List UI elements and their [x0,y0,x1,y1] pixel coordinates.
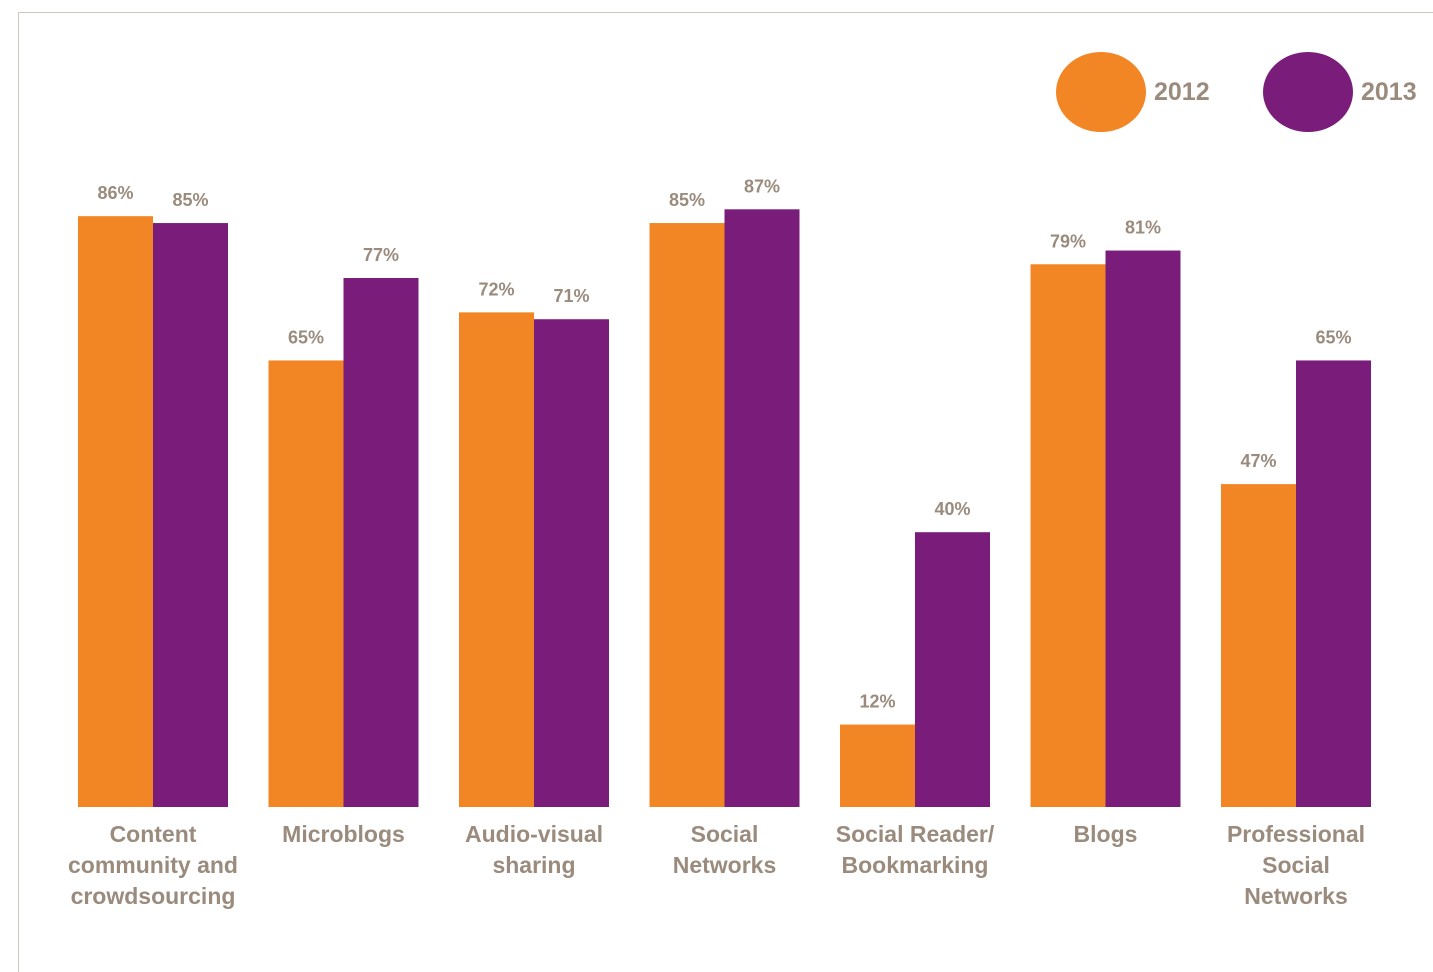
data-label-2012-3: 85% [669,190,705,210]
bar-2012-3 [649,223,725,808]
data-label-2013-6: 65% [1315,327,1351,347]
chart-frame [18,12,1433,972]
category-label-4-line-1: Bookmarking [842,852,989,878]
legend-item-2013: 2013 [1263,52,1417,132]
bar-2013-2 [534,319,609,807]
legend-swatch-2012 [1056,52,1146,132]
bar-chart: 86% 85% Content community and crowdsourcing 6… [68,176,1371,909]
category-label-4-line-0: Social Reader/ [836,821,995,847]
category-label-2-line-1: sharing [492,852,575,878]
bar-2012-0 [78,216,153,807]
data-label-2013-0: 85% [172,190,208,210]
data-label-2012-5: 79% [1050,231,1086,251]
bar-2012-4 [840,724,915,807]
bar-2013-5 [1105,250,1181,807]
bar-2012-6 [1221,484,1296,807]
data-label-2012-1: 65% [288,327,324,347]
legend-swatch-2013 [1263,52,1353,132]
data-label-2012-4: 12% [859,692,895,712]
data-label-2013-5: 81% [1125,218,1161,238]
category-label-6-line-1: Social [1262,852,1330,878]
category-label-6-line-2: Networks [1244,883,1348,909]
data-label-2013-4: 40% [934,499,970,519]
category-label-3-line-0: Social [691,821,759,847]
category-label-5-line-0: Blogs [1074,821,1138,847]
bar-2013-3 [724,209,800,807]
bar-2012-5 [1030,264,1106,807]
bar-2012-1 [268,360,344,807]
data-label-2013-3: 87% [744,176,780,196]
category-label-1-line-0: Microblogs [282,821,405,847]
data-label-2013-1: 77% [363,245,399,265]
category-label-0-line-2: crowdsourcing [71,883,236,909]
bar-2012-2 [459,312,534,807]
category-label-6-line-0: Professional [1227,821,1365,847]
data-label-2013-2: 71% [553,286,589,306]
bar-2013-6 [1296,360,1371,807]
category-label-3-line-1: Networks [673,852,777,878]
bar-2013-1 [343,278,419,807]
bar-2013-0 [153,223,228,808]
category-label-0-line-1: community and [68,852,238,878]
legend-label-2013: 2013 [1361,77,1417,106]
legend-item-2012: 2012 [1056,52,1210,132]
bar-2013-4 [915,532,990,807]
category-label-2-line-0: Audio-visual [465,821,603,847]
data-label-2012-2: 72% [478,279,514,299]
data-label-2012-0: 86% [97,183,133,203]
legend-label-2012: 2012 [1154,77,1210,106]
data-label-2012-6: 47% [1240,451,1276,471]
category-label-0-line-0: Content [110,821,197,847]
